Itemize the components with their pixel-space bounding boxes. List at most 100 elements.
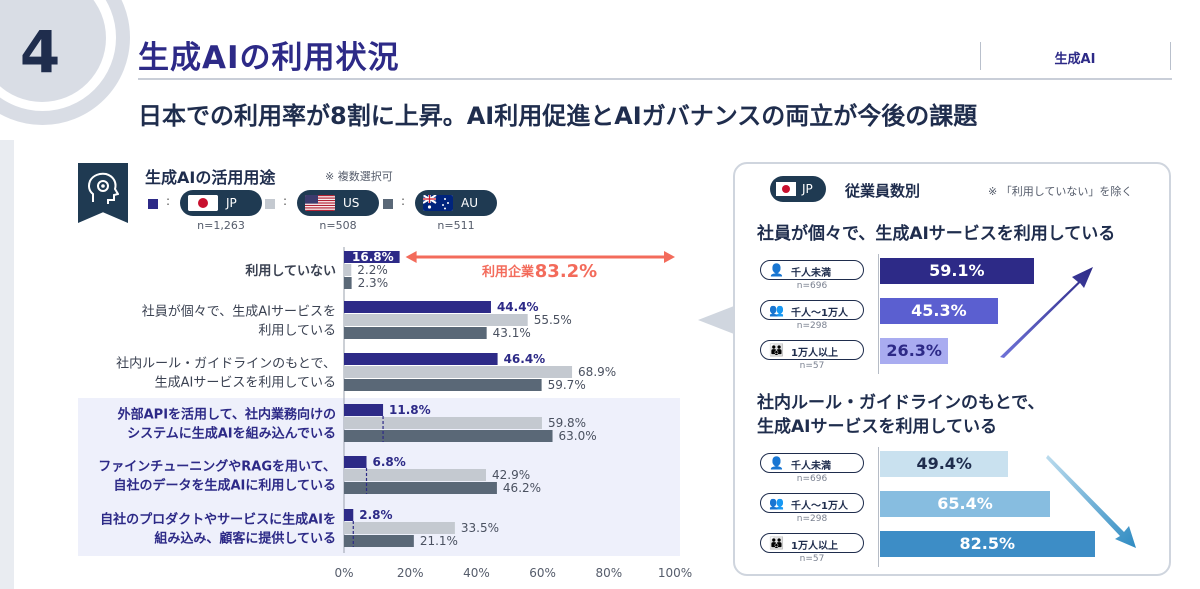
usage-chart-title: 生成AIの活用用途 bbox=[145, 168, 276, 187]
legend-n-us: n=508 bbox=[319, 219, 357, 232]
bar-value-label: 6.8% bbox=[373, 455, 406, 469]
us-flag-icon bbox=[305, 195, 335, 211]
employee-group-2-heading: 社内ルール・ガイドラインのもとで、 生成AIサービスを利用している bbox=[757, 393, 1045, 437]
section-number: 4 bbox=[19, 18, 61, 86]
bar-value-label: 44.4% bbox=[497, 300, 539, 314]
employee-panel-title: 従業員数別 bbox=[845, 182, 921, 200]
legend-code-jp: JP bbox=[226, 196, 237, 210]
employee-size-pill: 👥 千人～1万人 bbox=[760, 300, 864, 320]
employee-size-pill: 👪 1万人以上 bbox=[760, 533, 864, 553]
employee-bar-value: 45.3% bbox=[911, 301, 967, 320]
bar-us bbox=[344, 366, 573, 378]
bar-value-label: 11.8% bbox=[389, 403, 431, 417]
category-label: 自社のデータを生成AIに利用している bbox=[113, 478, 336, 494]
employee-panel-note: ※ 「利用していない」を除く bbox=[988, 185, 1133, 198]
x-tick-label: 40% bbox=[463, 566, 490, 580]
bar-value-label: 55.5% bbox=[534, 313, 572, 327]
usage-value: 83.2% bbox=[535, 261, 597, 282]
employee-size-n: n=57 bbox=[799, 361, 825, 371]
bar-au bbox=[344, 327, 487, 339]
tag-divider-left bbox=[980, 42, 981, 70]
bar-value-label: 59.7% bbox=[548, 378, 586, 392]
legend-code-au: AU bbox=[461, 196, 478, 210]
page-title: 生成AIの利用状況 bbox=[138, 40, 400, 76]
legend-pill-us: US bbox=[297, 190, 379, 216]
legend-swatch-us bbox=[265, 199, 275, 209]
bar-au bbox=[344, 482, 497, 494]
bar-value-label: 46.4% bbox=[504, 352, 546, 366]
employee-size-n: n=57 bbox=[799, 554, 825, 564]
employee-size-n: n=298 bbox=[796, 514, 828, 524]
bar-jp bbox=[344, 456, 367, 468]
employee-bar: 49.4% bbox=[880, 451, 1009, 477]
australia-flag-icon bbox=[423, 195, 453, 211]
bar-jp bbox=[344, 251, 400, 263]
bar-us bbox=[344, 417, 542, 429]
category-label: 生成AIサービスを利用している bbox=[155, 376, 336, 391]
legend-swatch-au bbox=[383, 199, 393, 209]
bar-value-label: 42.9% bbox=[492, 468, 530, 482]
employee-size-label: 千人未満 bbox=[791, 268, 831, 279]
employee-size-label: 千人～1万人 bbox=[791, 308, 848, 319]
left-frame-decoration bbox=[0, 140, 14, 589]
bar-au bbox=[344, 535, 414, 547]
employee-bar-value: 82.5% bbox=[959, 534, 1015, 553]
bar-jp bbox=[344, 301, 491, 313]
bar-value-label: 2.2% bbox=[357, 263, 388, 277]
usage-arrow-right-head bbox=[664, 251, 675, 263]
employee-size-label: 千人未満 bbox=[791, 461, 831, 472]
header-divider bbox=[138, 78, 1172, 80]
employee-bar: 82.5% bbox=[880, 531, 1095, 557]
bar-value-label: 21.1% bbox=[420, 534, 458, 548]
usage-arrow-left-head bbox=[405, 251, 417, 263]
employee-size-pill: 👤 千人未満 bbox=[760, 453, 864, 473]
bar-jp bbox=[344, 404, 384, 416]
legend-swatch-jp bbox=[148, 199, 158, 209]
person-icon: 👤 bbox=[769, 263, 784, 277]
legend-pill-jp: JP bbox=[180, 190, 262, 216]
employee-bar: 65.4% bbox=[880, 491, 1051, 517]
employee-country-code: JP bbox=[802, 182, 813, 196]
employee-axis bbox=[878, 254, 879, 374]
x-tick-label: 20% bbox=[397, 566, 424, 580]
employee-size-label: 1万人以上 bbox=[791, 541, 838, 552]
category-tag: 生成AI bbox=[1054, 52, 1096, 67]
usage-bar-chart: 0% 20% 40% 60% 80% 100% 利用していない社員が個々で、生成AIサービス… bbox=[98, 247, 692, 580]
person-icon: 👥 bbox=[769, 303, 784, 317]
category-label: システムに生成AIを組み込んでいる bbox=[127, 426, 336, 442]
japan-flag-icon bbox=[188, 195, 218, 211]
legend-n-au: n=511 bbox=[437, 219, 475, 232]
bar-value-label: 46.2% bbox=[503, 481, 541, 495]
employee-size-n: n=696 bbox=[796, 281, 828, 291]
bar-value-label: 33.5% bbox=[461, 521, 499, 535]
legend-n-jp: n=1,263 bbox=[197, 219, 245, 232]
bar-au bbox=[344, 430, 553, 442]
ai-head-icon bbox=[78, 163, 128, 223]
person-icon: 👪 bbox=[769, 536, 784, 550]
category-label: 利用していない bbox=[245, 263, 336, 279]
employee-size-pill: 👥 千人～1万人 bbox=[760, 493, 864, 513]
employee-size-pill: 👪 1万人以上 bbox=[760, 340, 864, 360]
page-subtitle: 日本での利用率が8割に上昇。AI利用促進とAIガバナンスの両立が今後の課題 bbox=[138, 102, 978, 130]
japan-flag-icon bbox=[776, 182, 796, 196]
bar-us bbox=[344, 522, 455, 534]
employee-bar-value: 59.1% bbox=[929, 261, 985, 280]
legend-code-us: US bbox=[343, 196, 360, 210]
bar-us bbox=[344, 469, 486, 481]
bar-value-label: 16.8% bbox=[352, 250, 394, 264]
employee-bar-value: 26.3% bbox=[886, 341, 942, 360]
category-label: 利用している bbox=[258, 324, 336, 339]
category-label: 組み込み、顧客に提供している bbox=[154, 531, 336, 547]
category-label: 社員が個々で、生成AIサービスを bbox=[142, 304, 336, 320]
person-icon: 👥 bbox=[769, 496, 784, 510]
employee-bar-value: 65.4% bbox=[937, 494, 993, 513]
bar-value-label: 68.9% bbox=[578, 365, 616, 379]
x-tick-label: 80% bbox=[595, 566, 622, 580]
x-tick-label: 100% bbox=[658, 566, 692, 580]
bar-value-label: 63.0% bbox=[559, 429, 597, 443]
person-icon: 👪 bbox=[769, 343, 784, 357]
employee-size-label: 1万人以上 bbox=[791, 348, 838, 359]
tag-divider-right bbox=[1170, 42, 1171, 70]
bar-au bbox=[344, 277, 352, 289]
bar-jp bbox=[344, 509, 354, 521]
